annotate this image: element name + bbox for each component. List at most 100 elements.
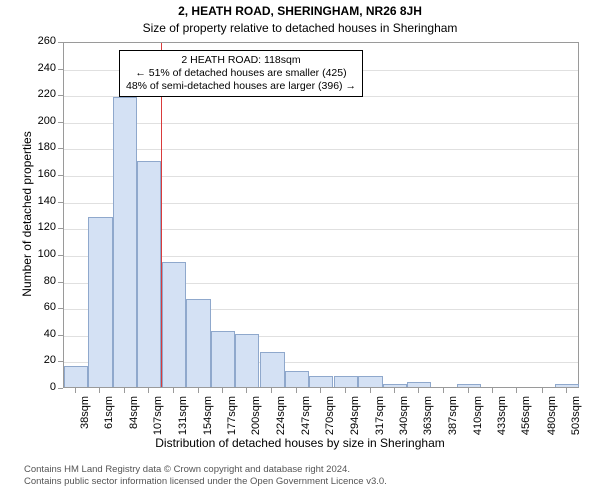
y-tick-label: 160: [28, 168, 56, 180]
x-tick-label: 200sqm: [250, 396, 262, 436]
y-tick-label: 240: [28, 62, 56, 74]
chart-subtitle: Size of property relative to detached ho…: [0, 21, 600, 35]
disclaimer: Contains HM Land Registry data © Crown c…: [24, 464, 387, 488]
y-tick-label: 180: [28, 141, 56, 153]
x-tick-mark: [542, 388, 543, 393]
y-tick-label: 100: [28, 248, 56, 260]
x-tick-label: 363sqm: [422, 396, 434, 436]
x-tick-mark: [246, 388, 247, 393]
y-tick-label: 0: [28, 381, 56, 393]
histogram-bar: [186, 299, 210, 387]
y-tick-label: 20: [28, 354, 56, 366]
annotation-line-2: ← 51% of detached houses are smaller (42…: [126, 67, 356, 80]
histogram-bar: [555, 384, 579, 387]
x-tick-label: 387sqm: [447, 396, 459, 436]
x-tick-label: 433sqm: [496, 396, 508, 436]
chart-title: 2, HEATH ROAD, SHERINGHAM, NR26 8JH: [0, 4, 600, 18]
disclaimer-line-2: Contains public sector information licen…: [24, 476, 387, 488]
x-tick-label: 317sqm: [374, 396, 386, 436]
histogram-bar: [457, 384, 481, 387]
histogram-bar: [334, 376, 358, 387]
x-tick-mark: [566, 388, 567, 393]
x-tick-mark: [492, 388, 493, 393]
x-tick-mark: [394, 388, 395, 393]
histogram-bar: [383, 384, 407, 387]
y-tick-mark: [58, 148, 63, 149]
disclaimer-line-1: Contains HM Land Registry data © Crown c…: [24, 464, 387, 476]
annotation-line-3: 48% of semi-detached houses are larger (…: [126, 80, 356, 93]
x-tick-label: 61sqm: [103, 396, 115, 436]
y-tick-label: 80: [28, 275, 56, 287]
x-tick-mark: [320, 388, 321, 393]
y-tick-mark: [58, 175, 63, 176]
x-tick-mark: [75, 388, 76, 393]
x-tick-label: 294sqm: [349, 396, 361, 436]
x-tick-label: 107sqm: [152, 396, 164, 436]
y-tick-mark: [58, 228, 63, 229]
histogram-bar: [162, 262, 186, 387]
x-tick-mark: [173, 388, 174, 393]
y-tick-label: 120: [28, 221, 56, 233]
y-tick-mark: [58, 69, 63, 70]
y-tick-mark: [58, 95, 63, 96]
x-tick-mark: [124, 388, 125, 393]
y-tick-label: 60: [28, 301, 56, 313]
histogram-bar: [285, 371, 309, 387]
y-tick-mark: [58, 361, 63, 362]
x-tick-label: 480sqm: [546, 396, 558, 436]
x-tick-label: 247sqm: [300, 396, 312, 436]
y-tick-label: 200: [28, 115, 56, 127]
x-tick-mark: [468, 388, 469, 393]
histogram-bar: [137, 161, 161, 387]
chart-container: 2, HEATH ROAD, SHERINGHAM, NR26 8JH Size…: [0, 0, 600, 500]
y-tick-label: 40: [28, 328, 56, 340]
y-tick-label: 140: [28, 195, 56, 207]
x-tick-mark: [222, 388, 223, 393]
histogram-bar: [235, 334, 259, 387]
x-tick-label: 84sqm: [128, 396, 140, 436]
x-tick-label: 154sqm: [202, 396, 214, 436]
histogram-bar: [407, 382, 431, 387]
histogram-bar: [260, 352, 284, 387]
x-tick-label: 177sqm: [226, 396, 238, 436]
histogram-bar: [358, 376, 382, 387]
x-tick-label: 503sqm: [570, 396, 582, 436]
annotation-box: 2 HEATH ROAD: 118sqm ← 51% of detached h…: [119, 50, 363, 97]
x-tick-mark: [148, 388, 149, 393]
y-tick-mark: [58, 202, 63, 203]
y-tick-label: 220: [28, 88, 56, 100]
annotation-line-1: 2 HEATH ROAD: 118sqm: [126, 54, 356, 67]
x-tick-label: 270sqm: [324, 396, 336, 436]
histogram-bar: [113, 97, 137, 387]
grid-line: [64, 149, 578, 150]
x-tick-label: 340sqm: [398, 396, 410, 436]
x-tick-label: 131sqm: [177, 396, 189, 436]
y-tick-mark: [58, 388, 63, 389]
x-tick-label: 410sqm: [472, 396, 484, 436]
y-tick-mark: [58, 255, 63, 256]
x-tick-mark: [345, 388, 346, 393]
histogram-bar: [64, 366, 88, 387]
x-tick-mark: [370, 388, 371, 393]
x-tick-mark: [296, 388, 297, 393]
y-tick-mark: [58, 308, 63, 309]
x-tick-mark: [271, 388, 272, 393]
y-tick-mark: [58, 122, 63, 123]
histogram-bar: [211, 331, 235, 387]
y-tick-mark: [58, 335, 63, 336]
x-tick-mark: [198, 388, 199, 393]
grid-line: [64, 123, 578, 124]
x-tick-mark: [99, 388, 100, 393]
x-tick-mark: [443, 388, 444, 393]
x-tick-mark: [516, 388, 517, 393]
histogram-bar: [88, 217, 112, 387]
x-tick-label: 456sqm: [520, 396, 532, 436]
x-tick-label: 38sqm: [79, 396, 91, 436]
y-tick-mark: [58, 282, 63, 283]
y-tick-label: 260: [28, 35, 56, 47]
x-tick-label: 224sqm: [275, 396, 287, 436]
histogram-bar: [309, 376, 333, 387]
x-tick-mark: [418, 388, 419, 393]
x-axis-label: Distribution of detached houses by size …: [0, 436, 600, 450]
y-tick-mark: [58, 42, 63, 43]
